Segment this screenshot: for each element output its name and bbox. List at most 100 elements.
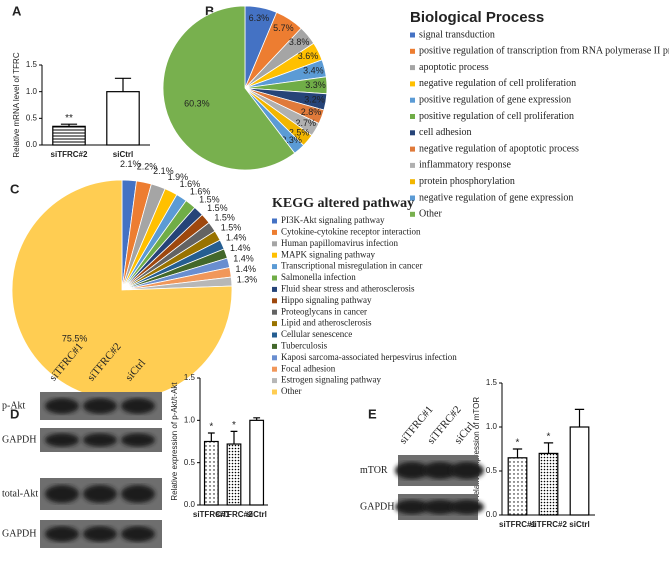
legend-swatch	[410, 162, 415, 168]
bar	[226, 443, 242, 506]
y-axis-label: Relative expression of p-Akt/t-Akt	[170, 382, 179, 501]
blot-band	[395, 461, 429, 480]
legend-label: Estrogen signaling pathway	[281, 375, 381, 385]
legend-label: Fluid shear stress and atherosclerosis	[281, 283, 415, 293]
legend-label: Focal adhesion	[281, 363, 336, 373]
data-label: 2.2%	[137, 162, 158, 172]
data-label: 3.4%	[303, 65, 324, 75]
legend-label: positive regulation of gene expression	[419, 94, 571, 105]
legend-swatch	[410, 130, 415, 136]
data-label: 2.1%	[120, 159, 141, 169]
y-axis-label: Relative expression of mTOR	[472, 397, 481, 502]
legend-swatch	[272, 378, 277, 384]
data-label: 2.8%	[301, 107, 322, 117]
legend-swatch	[272, 229, 277, 235]
legend-swatch	[272, 321, 277, 327]
data-label: 1.4%	[233, 253, 254, 263]
legend-label: Kaposi sarcoma-associated herpesvirus in…	[281, 352, 457, 362]
x-tick-label: siTFRC#2	[51, 150, 88, 159]
x-tick-label: siTFRC#1	[193, 510, 230, 519]
legend-title: Biological Process	[410, 9, 544, 26]
blot-band	[121, 485, 155, 503]
legend-swatch	[272, 389, 277, 395]
legend-label: negative regulation of cell proliferatio…	[419, 78, 576, 89]
blot-band	[45, 398, 79, 414]
legend-swatch	[410, 81, 415, 87]
y-axis-label: Relative mRNA level of TFRC	[12, 52, 21, 157]
legend-label: Cellular senescence	[281, 329, 352, 339]
blot-band	[423, 499, 457, 515]
y-tick-label: 0.0	[486, 510, 498, 519]
data-label: 1.9%	[168, 172, 189, 182]
error-bar	[230, 430, 238, 445]
x-tick-label: siTFRC#1	[499, 520, 536, 529]
blot-band	[83, 526, 117, 542]
legend-swatch	[410, 114, 415, 119]
legend-swatch	[272, 286, 277, 292]
legend-label: Lipid and atherosclerosis	[281, 318, 372, 328]
error-bar	[512, 448, 523, 458]
legend-label: signal transduction	[419, 29, 495, 40]
legend-label: cell adhesion	[419, 127, 471, 138]
y-tick-label: 1.5	[486, 378, 498, 387]
legend-swatch	[410, 65, 415, 71]
legend-label: PI3K-Akt signaling pathway	[281, 215, 385, 225]
data-label: 1.5%	[221, 222, 242, 232]
data-label: 3.2%	[304, 94, 325, 104]
y-tick-label: 1.0	[184, 415, 196, 424]
x-tick-label: siTFRC#2	[216, 510, 253, 519]
y-tick-label: 0.5	[486, 466, 498, 475]
error-bar	[60, 123, 78, 127]
data-label: 3.3%	[305, 80, 326, 90]
legend-swatch	[272, 241, 277, 247]
bar	[249, 419, 265, 506]
legend-label: apoptotic process	[419, 62, 489, 73]
legend-swatch	[272, 275, 277, 281]
legend-swatch	[410, 97, 415, 103]
legend-swatch	[272, 264, 277, 270]
legend-swatch	[410, 32, 415, 38]
blot-band	[450, 461, 484, 480]
data-label: 1.4%	[236, 264, 257, 274]
error-bar	[253, 417, 261, 421]
panel-letter: A	[12, 3, 22, 18]
legend-label: protein phosphorylation	[419, 176, 515, 187]
legend-swatch	[272, 366, 277, 372]
panel-letter: C	[10, 181, 20, 196]
legend-swatch	[410, 146, 415, 152]
legend-title: KEGG altered pathway	[272, 196, 414, 211]
row-label: p-Akt	[2, 400, 26, 411]
bar	[203, 440, 219, 506]
blot-band	[83, 485, 117, 503]
data-label: 1.3%	[237, 275, 258, 285]
legend-label: Other	[281, 386, 302, 396]
x-tick-label: siTFRC#2	[530, 520, 567, 529]
data-label: 75.5%	[62, 333, 88, 343]
y-tick-label: 1.5	[26, 60, 38, 69]
error-bar	[207, 432, 215, 442]
data-label: 2.7%	[295, 118, 316, 128]
row-label: mTOR	[360, 465, 388, 476]
data-label: 1.4%	[230, 243, 251, 253]
legend-label: Tuberculosis	[281, 340, 328, 350]
legend-label: negative regulation of apoptotic process	[419, 143, 579, 154]
y-tick-label: 0.5	[26, 113, 38, 122]
legend-label: positive regulation of transcription fro…	[419, 46, 669, 57]
data-label: 5.7%	[273, 23, 294, 33]
error-bar	[543, 442, 554, 454]
data-label: 1.4%	[226, 233, 247, 243]
legend-label: positive regulation of cell proliferatio…	[419, 111, 574, 122]
legend-swatch	[410, 48, 415, 54]
blot-band	[395, 499, 429, 515]
blot-band	[83, 433, 117, 447]
significance: *	[547, 431, 551, 442]
significance: **	[65, 113, 73, 124]
legend-swatch	[272, 309, 277, 315]
y-tick-label: 1.0	[486, 422, 498, 431]
panel-letter: E	[368, 406, 377, 421]
row-label: GAPDH	[2, 434, 36, 445]
pie-slice	[162, 5, 296, 171]
panel-letter: B	[205, 3, 214, 18]
significance: *	[232, 420, 236, 431]
y-tick-label: 1.5	[184, 373, 196, 382]
